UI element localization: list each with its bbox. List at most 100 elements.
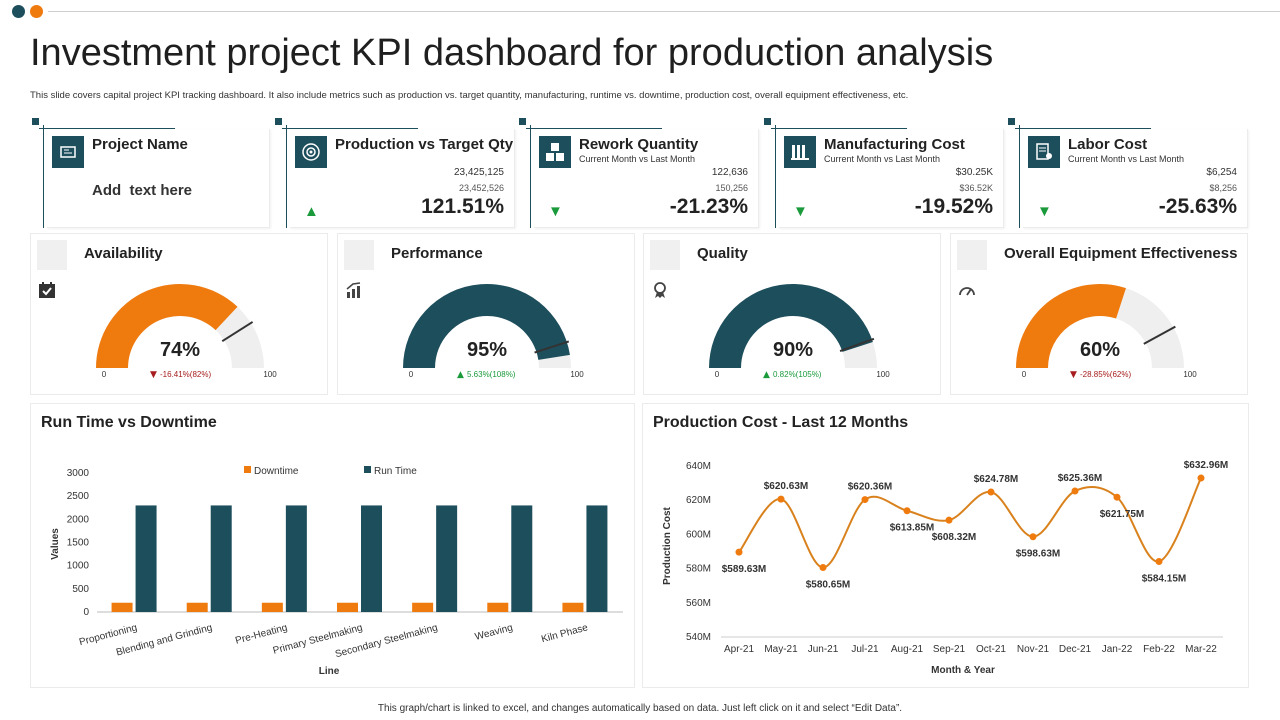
legend-label-runtime: Run Time: [374, 466, 417, 477]
gauge-min-label: 0: [715, 370, 720, 379]
kpi-value-current: 23,425,125: [453, 167, 504, 178]
kpi-percent: -25.63%: [1158, 195, 1237, 218]
gauge-card-performance[interactable]: Performance 95% 0 100 ▲ 5.63%(108%): [337, 233, 635, 395]
y-tick-label: 2500: [67, 491, 90, 502]
data-point: [1029, 533, 1037, 541]
page-title: Investment project KPI dashboard for pro…: [30, 32, 994, 74]
x-tick-label: Jun-21: [808, 644, 839, 655]
kpi-accent-line: [1015, 128, 1151, 129]
document-icon: [52, 136, 84, 168]
gauge-availability: 74% 0 100 ▼ -16.41%(82%): [96, 284, 277, 380]
target-icon: [295, 136, 327, 168]
gauge-target-marker: [534, 340, 570, 354]
orange-dot: [30, 5, 43, 18]
data-label: $621.75M: [1100, 509, 1144, 520]
data-label: $625.36M: [1058, 473, 1102, 484]
x-tick-label: Weaving: [474, 622, 514, 643]
x-tick-label: Aug-21: [891, 644, 924, 655]
kpi-title: Manufacturing Cost: [824, 136, 965, 153]
boxes-icon: [539, 136, 571, 168]
kpi-title: Labor Cost: [1068, 136, 1148, 153]
gauge-title: Performance: [391, 245, 483, 262]
data-point: [735, 548, 743, 556]
data-point: [819, 563, 827, 571]
bar-downtime: [337, 602, 358, 612]
gauge-value-label: 95%: [467, 339, 507, 361]
gauge-title: Overall Equipment Effectiveness: [1004, 245, 1238, 262]
bar-runtime: [586, 505, 608, 612]
trend-up-icon: ▲: [763, 370, 770, 380]
legend-label-downtime: Downtime: [254, 466, 299, 477]
gauge-title: Availability: [84, 245, 163, 262]
production-cost-chart: 540M 560M 580M 600M 620M 640M $589.63M Apr-21 $6…: [662, 460, 1228, 676]
kpi-card-project-name[interactable]: Project Name Add text here: [32, 118, 270, 228]
kpi-card-labor-cost[interactable]: Labor Cost Current Month vs Last Month $…: [1008, 118, 1248, 228]
kpi-placeholder-text[interactable]: Add text here: [92, 182, 193, 199]
y-tick-label: 3000: [67, 468, 90, 479]
trend-down-icon: ▼: [548, 203, 563, 220]
kpi-card-rework-quantity[interactable]: Rework Quantity Current Month vs Last Mo…: [519, 118, 759, 228]
data-point: [945, 516, 953, 524]
gauge-oee: 60% 0 100 ▼ -28.85%(62%): [1016, 283, 1197, 380]
gauge-icon: [957, 240, 987, 296]
bar-downtime: [487, 602, 509, 612]
data-label: $589.63M: [722, 564, 766, 575]
gauge-card-availability[interactable]: Availability 74% 0 100 ▼ -16.41%(82%): [30, 233, 328, 395]
trend-down-icon: ▼: [150, 370, 157, 380]
y-axis-title: Values: [50, 528, 61, 560]
kpi-card-body: Rework Quantity Current Month vs Last Mo…: [534, 129, 759, 228]
bar-downtime: [562, 602, 584, 612]
data-label: $613.85M: [890, 523, 934, 534]
x-axis-title: Month & Year: [931, 665, 995, 676]
kpi-card-body: Labor Cost Current Month vs Last Month $…: [1023, 129, 1248, 228]
data-point: [1197, 474, 1205, 482]
data-point: [1155, 558, 1163, 566]
y-tick-label: 0: [83, 607, 89, 618]
kpi-value-current: 122,636: [711, 167, 748, 178]
gauge-change-label: 5.63%(108%): [467, 370, 516, 379]
gauge-card-oee[interactable]: Overall Equipment Effectiveness 60% 0 100 ▼…: [950, 233, 1248, 395]
production-cost-panel: Production Cost - Last 12 Months 540M 560…: [642, 403, 1249, 688]
data-label: $620.36M: [848, 482, 892, 493]
kpi-accent: [275, 118, 282, 125]
production-cost-line: [738, 477, 1202, 569]
y-tick-label: 640M: [686, 461, 711, 472]
gauge-target-marker: [839, 337, 875, 353]
teal-dot: [12, 5, 25, 18]
gauge-min-label: 0: [409, 370, 414, 379]
runtime-downtime-chart: 050010001500200025003000ProportioningBle…: [50, 466, 623, 677]
x-tick-label: Kiln Phase: [540, 622, 589, 645]
y-tick-label: 560M: [686, 598, 711, 609]
y-tick-label: 620M: [686, 495, 711, 506]
gauge-value-arc: [709, 284, 873, 368]
kpi-card-manufacturing-cost[interactable]: Manufacturing Cost Current Month vs Last…: [764, 118, 1004, 228]
y-tick-label: 2000: [67, 514, 90, 525]
data-label: $608.32M: [932, 532, 976, 543]
bar-runtime: [511, 505, 533, 612]
gauge-performance: 95% 0 100 ▲ 5.63%(108%): [403, 283, 584, 380]
x-axis-title: Line: [319, 666, 340, 677]
kpi-percent: 121.51%: [421, 195, 504, 218]
trend-up-icon: ▲: [457, 370, 464, 380]
gauge-value-label: 74%: [160, 339, 200, 361]
gauge-card-quality[interactable]: Quality 90% 0 100 ▲ 0.82%(105%): [643, 233, 941, 395]
gauge-change-label: 0.82%(105%): [773, 370, 822, 379]
kpi-accent-line: [39, 128, 175, 129]
bar-downtime: [412, 602, 434, 612]
bar-chart-title: Run Time vs Downtime: [41, 414, 217, 431]
y-tick-label: 1500: [67, 538, 90, 549]
data-label: $598.63M: [1016, 549, 1060, 560]
bar-runtime: [285, 505, 307, 612]
gauge-min-label: 0: [1022, 370, 1027, 379]
bar-runtime: [135, 505, 157, 612]
kpi-accent-vline: [1019, 125, 1020, 228]
data-label: $580.65M: [806, 579, 850, 590]
runtime-downtime-panel: Run Time vs Downtime 0 500 1000 1500 2000 250…: [30, 403, 635, 688]
award-icon: [650, 240, 680, 298]
kpi-card-body: Project Name Add text here: [47, 129, 270, 228]
kpi-accent: [519, 118, 526, 125]
calendar-check-icon: [37, 240, 67, 298]
kpi-accent: [1008, 118, 1015, 125]
kpi-card-production-vs-target[interactable]: Production vs Target Qty 23,425,125 23,4…: [275, 118, 515, 228]
kpi-value-previous: $36.52K: [959, 183, 993, 193]
